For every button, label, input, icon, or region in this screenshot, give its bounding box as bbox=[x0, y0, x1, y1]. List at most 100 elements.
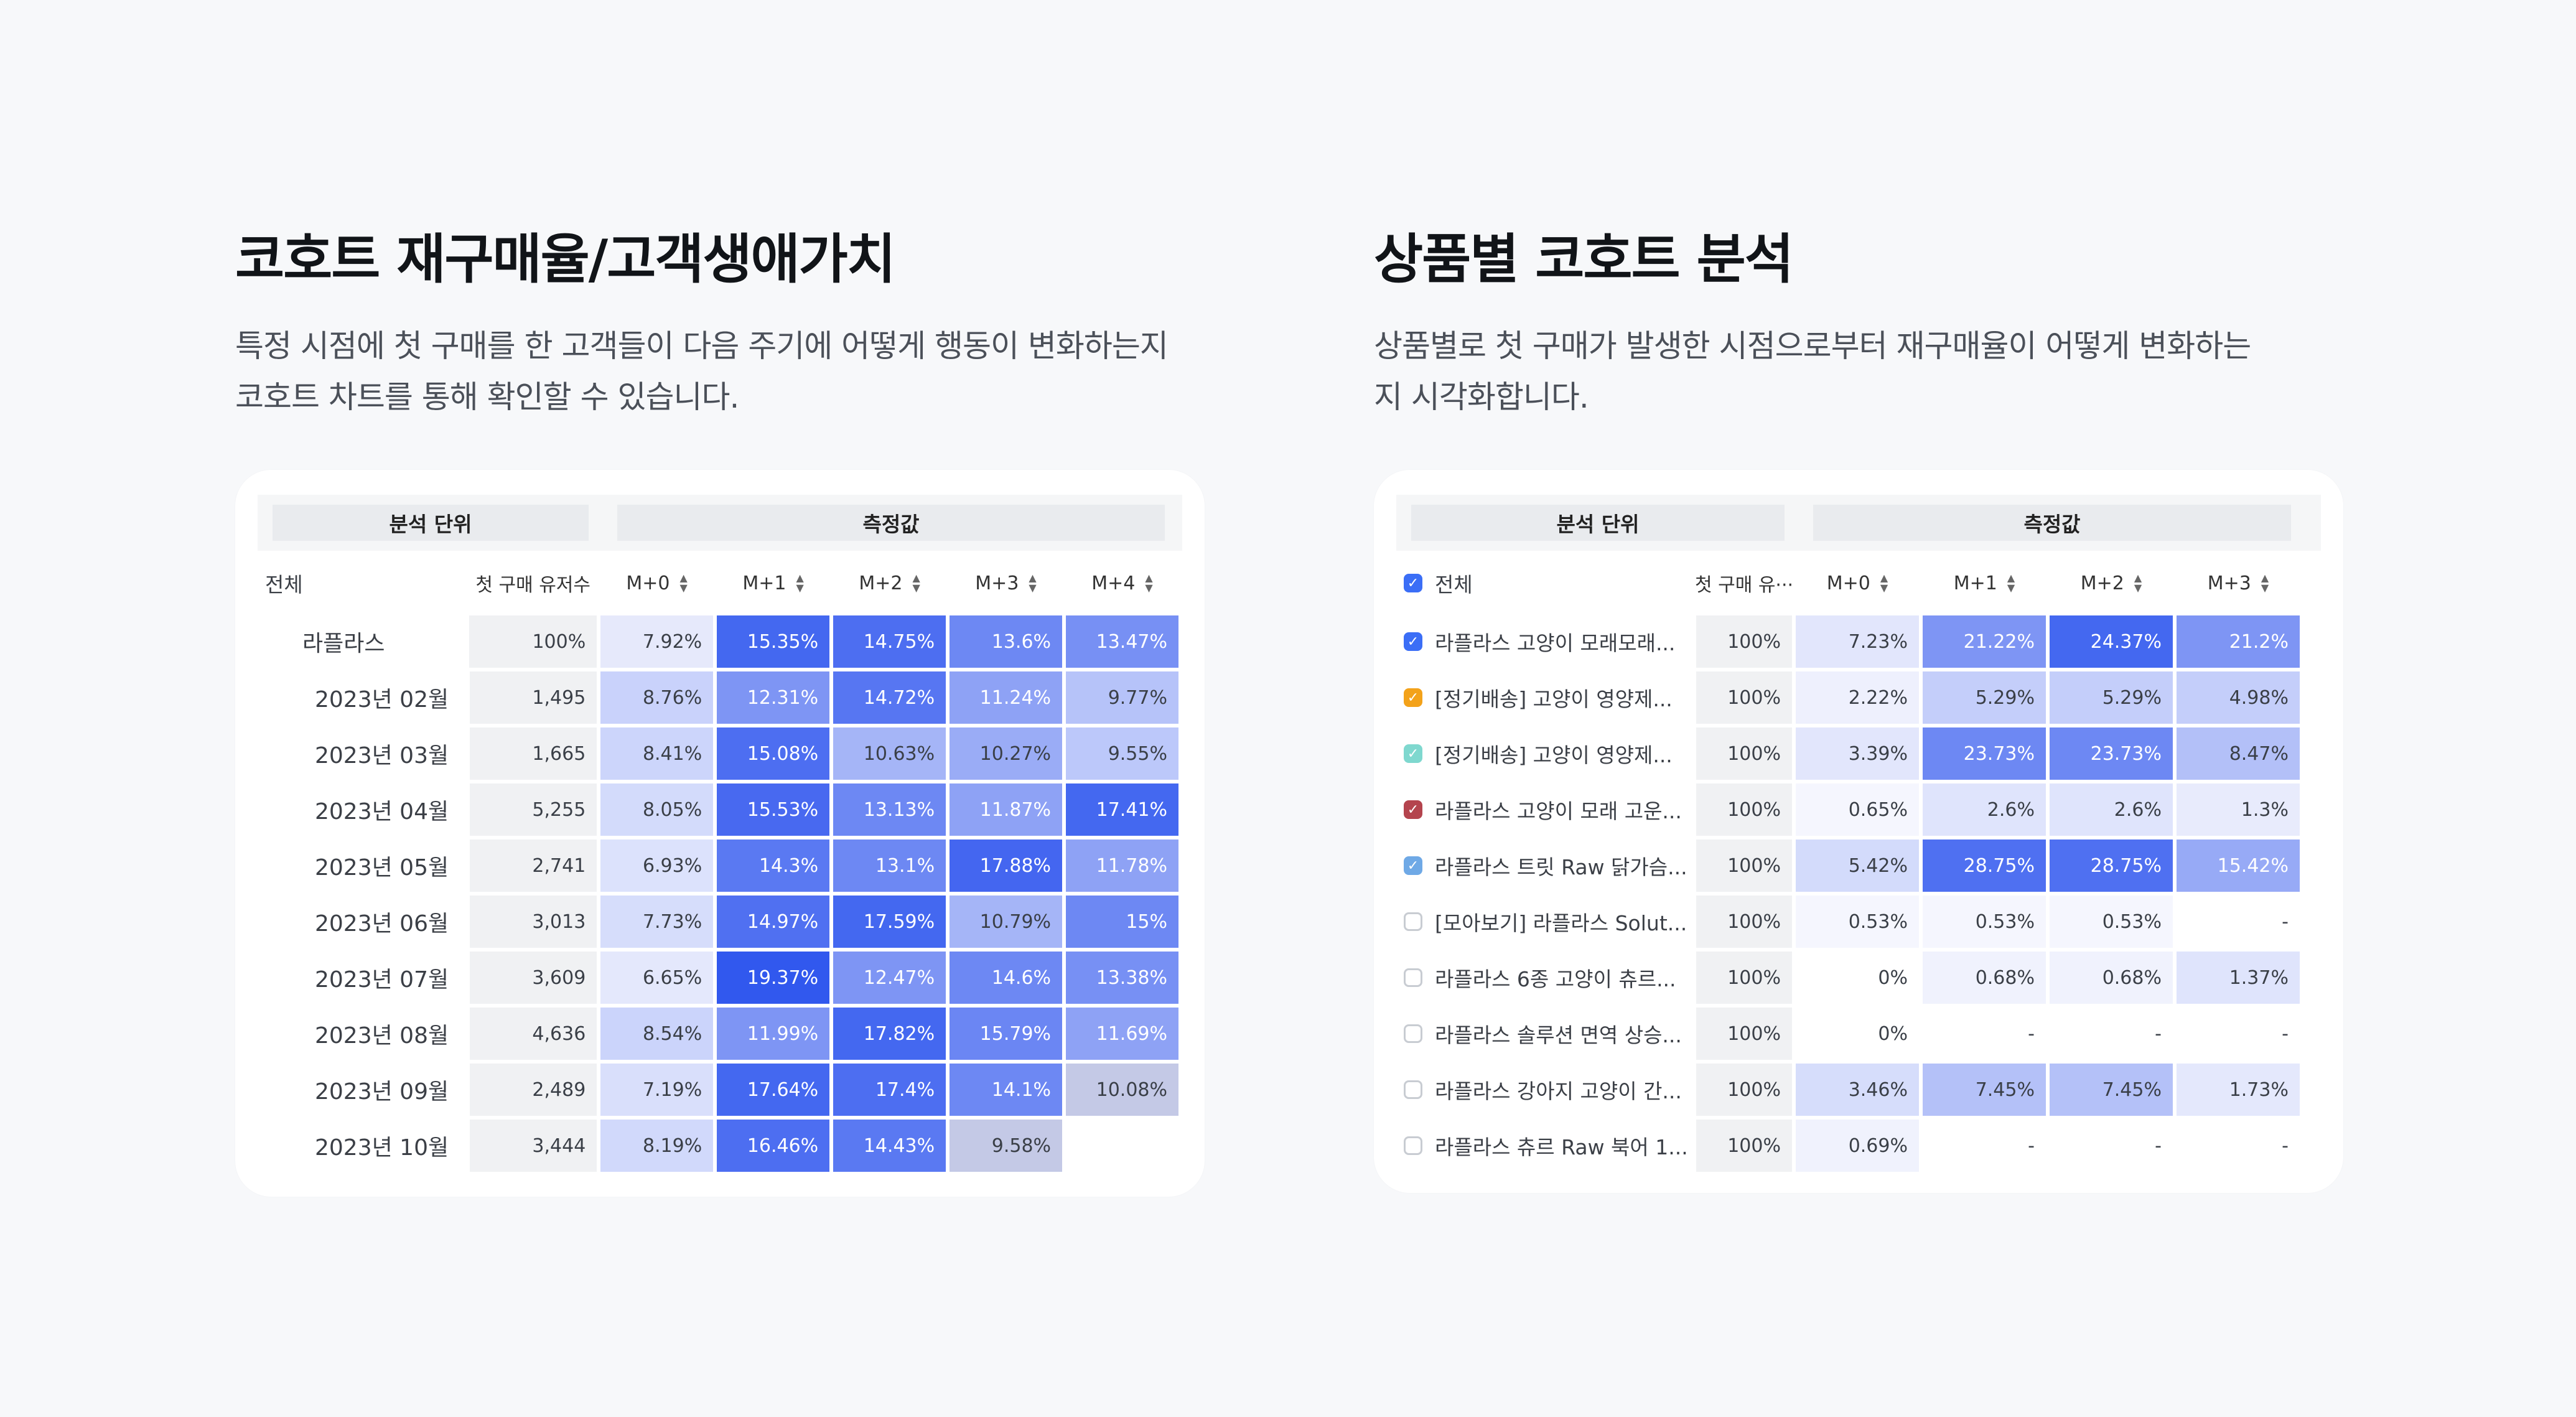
all-label: 전체 bbox=[1435, 573, 1473, 597]
checkbox[interactable] bbox=[1404, 1024, 1422, 1043]
product-title: 상품별 코호트 분석 bbox=[1374, 228, 1794, 291]
cohort-header-row: 전체 첫 구매 유저수 M+0 ▲ ▼ M+1 ▲ ▼ M+2 ▲ ▼ M+3 ▲ ▼ M+4 ▲… bbox=[258, 554, 1182, 612]
checkbox[interactable] bbox=[1404, 1080, 1422, 1099]
sort-icon[interactable]: ▲ ▼ bbox=[1880, 572, 1888, 594]
product-row: ✓ 라플라스 고양이 모래모래... 100% 7.23% 21.22% 24.37% 21… bbox=[1396, 615, 2321, 668]
value-cell: 17.64% bbox=[717, 1064, 830, 1116]
sort-icon[interactable]: ▲ ▼ bbox=[1029, 572, 1037, 594]
value-cell: 11.24% bbox=[950, 671, 1063, 724]
cohort-row: 2023년 03월 1,665 8.41% 15.08% 10.63% 10.27% 9.5… bbox=[258, 727, 1182, 780]
cohort-row: 2023년 06월 3,013 7.73% 14.97% 17.59% 10.79% 15% bbox=[258, 896, 1182, 948]
value-cell: 0.68% bbox=[2050, 952, 2173, 1004]
product-name-cell[interactable]: 라플라스 6종 고양이 츄르... bbox=[1396, 952, 1692, 1004]
sort-icon[interactable]: ▲ ▼ bbox=[2007, 572, 2015, 594]
value-cell: 5.29% bbox=[1923, 671, 2046, 724]
product-name-cell[interactable]: ✓ 라플라스 고양이 모래모래... bbox=[1396, 615, 1692, 668]
value-cell: 15% bbox=[1066, 896, 1178, 948]
product-row: ✓ [정기배송] 고양이 영양제... 100% 2.22% 5.29% 5.29% 4.9… bbox=[1396, 671, 2321, 724]
checkbox-checked[interactable]: ✓ bbox=[1404, 744, 1422, 763]
month-header[interactable]: M+0 ▲ ▼ bbox=[626, 572, 688, 594]
month-header[interactable]: M+4 ▲ ▼ bbox=[1091, 572, 1153, 594]
group-label: 분석 단위 bbox=[1411, 505, 1785, 541]
all-label-cell[interactable]: ✓ 전체 bbox=[1396, 554, 1692, 612]
value-cell: 13.6% bbox=[950, 615, 1063, 668]
checkbox-checked[interactable]: ✓ bbox=[1404, 856, 1422, 875]
sort-icon[interactable]: ▲ ▼ bbox=[912, 572, 920, 594]
user-count: 100% bbox=[1696, 783, 1792, 836]
cohort-desc-line2: 코호트 차트를 통해 확인할 수 있습니다. bbox=[235, 379, 739, 415]
sort-icon[interactable]: ▲ ▼ bbox=[2134, 572, 2142, 594]
product-row: ✓ 라플라스 트릿 Raw 닭가슴... 100% 5.42% 28.75% 28.75%… bbox=[1396, 839, 2321, 892]
sort-icon[interactable]: ▲ ▼ bbox=[2261, 572, 2269, 594]
user-count: 100% bbox=[1696, 1008, 1792, 1060]
checkbox[interactable] bbox=[1404, 968, 1422, 987]
user-count: 1,665 bbox=[469, 727, 597, 780]
value-cell: 11.69% bbox=[1066, 1008, 1178, 1060]
all-label: 전체 bbox=[265, 573, 303, 597]
value-cell: 5.29% bbox=[2050, 671, 2173, 724]
user-count: 5,255 bbox=[469, 783, 597, 836]
product-name-cell[interactable]: 라플라스 강아지 고양이 간... bbox=[1396, 1064, 1692, 1116]
sort-icon[interactable]: ▲ ▼ bbox=[796, 572, 804, 594]
product-name-cell[interactable]: ✓ 라플라스 트릿 Raw 닭가슴... bbox=[1396, 839, 1692, 892]
user-count: 100% bbox=[1696, 952, 1792, 1004]
cohort-title: 코호트 재구매율/고객생애가치 bbox=[235, 228, 896, 291]
product-name-cell[interactable]: ✓ 라플라스 고양이 모래 고운... bbox=[1396, 783, 1692, 836]
month-header[interactable]: M+2 ▲ ▼ bbox=[859, 572, 920, 594]
cohort-name: 2023년 06월 bbox=[315, 911, 449, 937]
product-row: ✓ [정기배송] 고양이 영양제... 100% 3.39% 23.73% 23.73% 8… bbox=[1396, 727, 2321, 780]
value-cell: 10.08% bbox=[1066, 1064, 1178, 1116]
product-name: 라플라스 츄르 Raw 북어 1... bbox=[1435, 1135, 1688, 1159]
cohort-table-card: 분석 단위 측정값 전체 첫 구매 유저수 M+0 ▲ ▼ M+1 ▲ ▼ M+2 ▲ ▼ … bbox=[235, 470, 1205, 1197]
month-header[interactable]: M+2 ▲ ▼ bbox=[2080, 572, 2142, 594]
cohort-name: 2023년 08월 bbox=[315, 1023, 449, 1049]
checkbox-checked[interactable]: ✓ bbox=[1404, 688, 1422, 707]
user-count: 4,636 bbox=[469, 1008, 597, 1060]
value-cell: 8.41% bbox=[600, 727, 714, 780]
cohort-desc-line1: 특정 시점에 첫 구매를 한 고객들이 다음 주기에 어떻게 행동이 변화하는지 bbox=[235, 328, 1169, 364]
value-cell: 0% bbox=[1796, 952, 1919, 1004]
checkbox-checked[interactable]: ✓ bbox=[1404, 632, 1422, 651]
total-row: 라플라스 100% 7.92% 15.35% 14.75% 13.6% 13.47% bbox=[258, 615, 1182, 668]
value-cell: 12.31% bbox=[717, 671, 830, 724]
user-count: 1,495 bbox=[469, 671, 597, 724]
user-count: 100% bbox=[1696, 615, 1792, 668]
value-cell: 17.59% bbox=[833, 896, 946, 948]
value-cell: - bbox=[1923, 1120, 2046, 1172]
checkbox[interactable] bbox=[1404, 912, 1422, 931]
checkbox[interactable] bbox=[1404, 1136, 1422, 1155]
value-cell: 8.47% bbox=[2177, 727, 2300, 780]
sort-icon[interactable]: ▲ ▼ bbox=[679, 572, 688, 594]
product-name-cell[interactable]: ✓ [정기배송] 고양이 영양제... bbox=[1396, 727, 1692, 780]
value-cell bbox=[1066, 1120, 1178, 1172]
value-cell: 0% bbox=[1796, 1008, 1919, 1060]
value-cell: 8.05% bbox=[600, 783, 714, 836]
count-header: 첫 구매 유저수 bbox=[475, 574, 591, 596]
value-cell: 10.27% bbox=[950, 727, 1063, 780]
sort-icon[interactable]: ▲ ▼ bbox=[1145, 572, 1153, 594]
value-cell: 12.47% bbox=[833, 952, 946, 1004]
product-name-cell[interactable]: ✓ [정기배송] 고양이 영양제... bbox=[1396, 671, 1692, 724]
product-name-cell[interactable]: 라플라스 솔루션 면역 상승... bbox=[1396, 1008, 1692, 1060]
product-name-cell[interactable]: 라플라스 츄르 Raw 북어 1... bbox=[1396, 1120, 1692, 1172]
month-header[interactable]: M+3 ▲ ▼ bbox=[975, 572, 1037, 594]
cohort-name: 2023년 02월 bbox=[315, 687, 449, 713]
value-cell: 17.88% bbox=[950, 839, 1063, 892]
month-header[interactable]: M+3 ▲ ▼ bbox=[2207, 572, 2269, 594]
product-name-cell[interactable]: [모아보기] 라플라스 Solut... bbox=[1396, 896, 1692, 948]
product-name: 라플라스 고양이 모래모래... bbox=[1435, 631, 1676, 655]
cohort-table: 분석 단위 측정값 전체 첫 구매 유저수 M+0 ▲ ▼ M+1 ▲ ▼ M+2 ▲ ▼ … bbox=[258, 495, 1182, 1176]
value-cell: 11.78% bbox=[1066, 839, 1178, 892]
select-all-checkbox[interactable]: ✓ bbox=[1404, 574, 1422, 592]
month-header[interactable]: M+1 ▲ ▼ bbox=[742, 572, 804, 594]
group-label: 분석 단위 bbox=[273, 505, 589, 541]
checkbox-checked[interactable]: ✓ bbox=[1404, 800, 1422, 819]
month-header[interactable]: M+0 ▲ ▼ bbox=[1826, 572, 1888, 594]
user-count: 3,013 bbox=[469, 896, 597, 948]
value-cell: 14.75% bbox=[833, 615, 946, 668]
month-header[interactable]: M+1 ▲ ▼ bbox=[1953, 572, 2015, 594]
value-cell: 9.77% bbox=[1066, 671, 1178, 724]
product-row: 라플라스 강아지 고양이 간... 100% 3.46% 7.45% 7.45% 1.73… bbox=[1396, 1064, 2321, 1116]
product-header-row: ✓ 전체 첫 구매 유··· M+0 ▲ ▼ M+1 ▲ ▼ M+2 ▲ ▼ M+3 ▲ ▼ bbox=[1396, 554, 2321, 612]
value-cell: 7.19% bbox=[600, 1064, 714, 1116]
